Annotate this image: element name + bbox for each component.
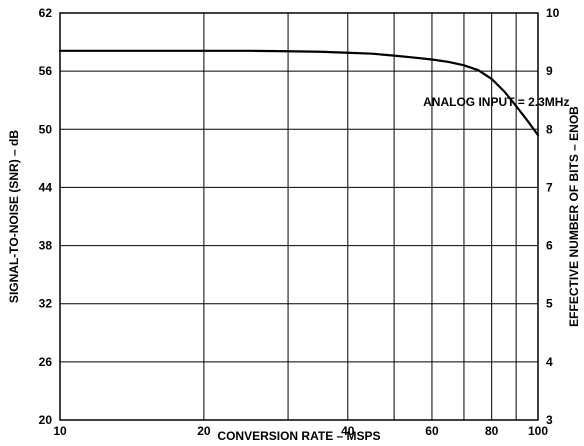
- y-tick-label: 20: [39, 413, 53, 427]
- y-tick-label: 62: [39, 6, 53, 20]
- x-tick-label: 100: [528, 424, 548, 438]
- snr-curve: [58, 49, 540, 137]
- y2-tick-label: 6: [546, 239, 553, 253]
- y-tick-label: 26: [39, 355, 53, 369]
- grid: [60, 13, 538, 420]
- y2-tick-label: 3: [546, 413, 553, 427]
- x-axis-tick-labels: 10 20 40 60 80 100: [53, 424, 548, 438]
- y-tick-label: 32: [39, 297, 53, 311]
- y2-tick-label: 10: [546, 6, 560, 20]
- x-tick-label: 20: [197, 424, 211, 438]
- y-tick-label: 44: [39, 180, 53, 194]
- y2-axis-title: EFFECTIVE NUMBER OF BITS – ENOB: [567, 106, 581, 327]
- x-tick-label: 10: [53, 424, 67, 438]
- x-axis-title: CONVERSION RATE – MSPS: [217, 429, 380, 443]
- x-tick-label: 80: [485, 424, 499, 438]
- x-tick-label: 60: [425, 424, 439, 438]
- y-axis-tick-labels: 20 26 32 38 44 50 56 62: [39, 6, 53, 427]
- y2-tick-label: 5: [546, 297, 553, 311]
- y-tick-label: 38: [39, 239, 53, 253]
- y-axis-title: SIGNAL-TO-NOISE (SNR) – dB: [7, 130, 21, 303]
- y2-tick-label: 9: [546, 64, 553, 78]
- y2-tick-label: 8: [546, 122, 553, 136]
- y-tick-label: 50: [39, 122, 53, 136]
- plot-frame: [59, 12, 539, 421]
- y-tick-label: 56: [39, 64, 53, 78]
- y2-tick-label: 7: [546, 180, 553, 194]
- analog-input-annotation: ANALOG INPUT = 2.3MHz: [423, 95, 569, 109]
- y2-tick-label: 4: [546, 355, 553, 369]
- y2-axis-tick-labels: 3 4 5 6 7 8 9 10: [546, 6, 560, 427]
- x-tick-label: 40: [341, 424, 355, 438]
